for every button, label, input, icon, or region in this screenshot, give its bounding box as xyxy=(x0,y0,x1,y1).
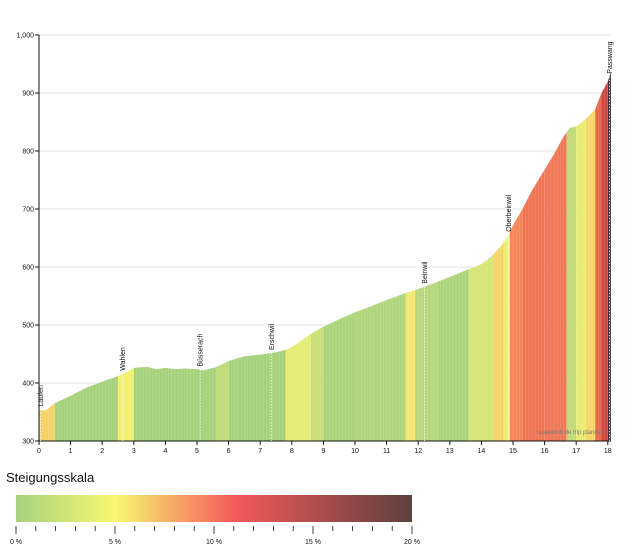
scale-label: 20 % xyxy=(404,539,420,546)
gradient-scale-bar xyxy=(16,495,412,522)
scale-label: 10 % xyxy=(206,539,222,546)
x-tick-label: 13 xyxy=(446,448,454,455)
y-tick-label: 300 xyxy=(22,439,34,446)
gradient-band xyxy=(544,72,567,441)
gradient-band xyxy=(503,72,510,441)
gradient-band xyxy=(494,72,504,441)
x-tick-label: 15 xyxy=(509,448,517,455)
scale-label: 15 % xyxy=(305,539,321,546)
x-tick-label: 16 xyxy=(541,448,549,455)
gradient-band xyxy=(566,72,577,441)
gradient-band xyxy=(595,72,602,441)
y-tick-label: 900 xyxy=(22,91,34,98)
x-tick-label: 6 xyxy=(227,448,231,455)
y-tick-label: 400 xyxy=(22,381,34,388)
x-tick-label: 7 xyxy=(258,448,262,455)
y-tick-label: 1,000 xyxy=(16,33,34,40)
place-label: Büsserach xyxy=(198,333,205,366)
gradient-band xyxy=(405,72,416,441)
gradient-band xyxy=(576,72,586,441)
x-tick-label: 8 xyxy=(290,448,294,455)
gradient-band xyxy=(39,72,55,441)
x-tick-label: 0 xyxy=(37,448,41,455)
gradient-legend: 0 % 5 % 10 % 15 % 20 % xyxy=(10,495,420,546)
x-tick-label: 3 xyxy=(132,448,136,455)
x-tick-label: 17 xyxy=(572,448,580,455)
scale-label: 0 % xyxy=(10,539,22,546)
x-tick-label: 18 xyxy=(604,448,612,455)
x-tick-label: 1 xyxy=(69,448,73,455)
scale-ticks: 0 % 5 % 10 % 15 % 20 % xyxy=(10,526,420,546)
place-label: Oberbeinwil xyxy=(506,194,513,231)
gradient-band xyxy=(585,72,596,441)
place-label: Passwang xyxy=(607,41,614,73)
x-tick-label: 2 xyxy=(100,448,104,455)
x-tick-label: 10 xyxy=(351,448,359,455)
x-tick-label: 9 xyxy=(321,448,325,455)
x-tick-label: 4 xyxy=(163,448,167,455)
y-tick-label: 500 xyxy=(22,323,34,330)
place-label: Wahlen xyxy=(120,347,127,371)
y-tick-label: 600 xyxy=(22,265,34,272)
scale-label: 5 % xyxy=(109,539,121,546)
y-tick-label: 700 xyxy=(22,207,34,214)
place-label: Erschwil xyxy=(269,323,276,350)
y-tick-label: 800 xyxy=(22,149,34,156)
gradient-bands xyxy=(39,72,611,441)
x-tick-label: 5 xyxy=(195,448,199,455)
credit-text: quaeldich.de trip planner xyxy=(537,430,603,436)
x-tick-label: 14 xyxy=(478,448,486,455)
gradient-band xyxy=(601,72,608,441)
place-label: Beinwil xyxy=(422,261,429,284)
place-label: Laufen xyxy=(38,385,45,407)
x-tick-label: 12 xyxy=(414,448,422,455)
gradient-band xyxy=(118,72,134,441)
place-markers: Laufen Wahlen Büsserach Erschwil Beinwil Ober… xyxy=(38,41,614,441)
x-tick-label: 11 xyxy=(383,448,390,455)
gradient-band xyxy=(607,72,611,441)
legend-title: Steigungsskala xyxy=(6,470,95,485)
